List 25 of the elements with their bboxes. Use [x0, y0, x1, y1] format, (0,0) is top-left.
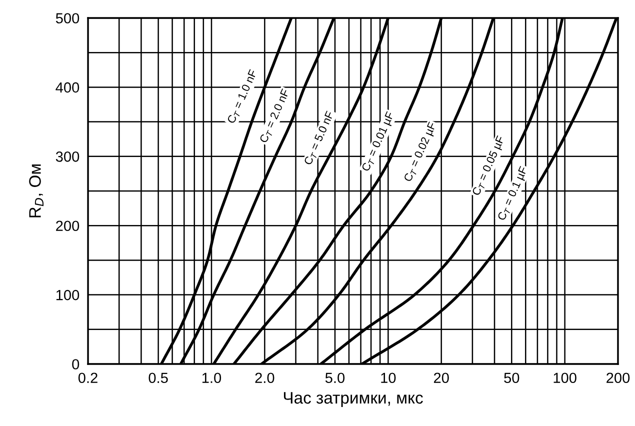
text: C$_{T}$ = 0.1 µF — [497, 166, 528, 221]
text: C$_{T}$ = 5.0 nF — [304, 110, 336, 166]
y-tick-label: 200 — [56, 220, 80, 232]
x-tick-label: 2.0 — [255, 372, 274, 384]
x-tick-label: 200 — [606, 372, 630, 384]
text: C$_{T}$ = 1.0 nF — [226, 69, 259, 124]
x-tick-label: 100 — [554, 372, 576, 384]
y-tick-label: 0 — [72, 359, 80, 370]
y-axis-title: R$_{D}$, Ом — [29, 164, 44, 218]
x-axis-title: Час затримки, мкс — [284, 392, 423, 408]
x-tick-label: 0.2 — [78, 372, 98, 384]
x-tick-label: 5.0 — [325, 372, 345, 384]
y-tick-label: 100 — [56, 290, 80, 300]
y-tick-label: 400 — [56, 82, 80, 93]
y-tick-label: 300 — [56, 152, 80, 162]
text: C$_{T}$ = 0.05 µF — [472, 135, 506, 197]
x-tick-label: 0.5 — [148, 372, 168, 384]
text: C$_{T}$ = 0.02 µF — [403, 122, 438, 183]
x-tick-label: 10 — [381, 372, 396, 384]
y-tick-label: 500 — [56, 13, 80, 24]
text: C$_{T}$ = 0.01 µF — [361, 111, 396, 173]
x-tick-label: 50 — [504, 372, 520, 384]
x-tick-label: 1.0 — [202, 372, 222, 384]
x-tick-label: 20 — [434, 372, 449, 384]
text: C$_{T}$ = 2.0 nF — [259, 88, 291, 144]
